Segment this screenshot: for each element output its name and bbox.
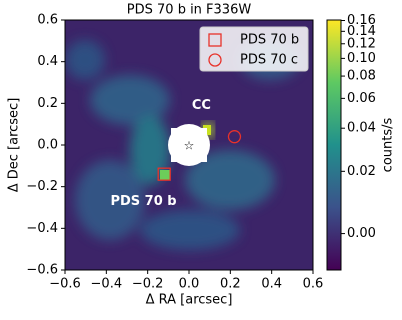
colorbar: [326, 19, 342, 271]
colorbar-tick-label: 0.00: [347, 226, 376, 241]
legend: [199, 26, 309, 72]
y-tick-label: −0.4: [26, 221, 58, 236]
y-tick-label: 0.4: [37, 54, 58, 69]
y-tick-label: 0.0: [37, 138, 58, 153]
x-axis-label: Δ RA [arcsec]: [146, 293, 233, 308]
legend-symbol: [208, 53, 222, 67]
legend-label: PDS 70 b: [240, 33, 299, 48]
y-tick-label: 0.2: [37, 96, 58, 111]
x-tick-label: 0.6: [303, 277, 324, 292]
legend-symbol: [208, 33, 222, 47]
colorbar-tick-label: 0.16: [347, 13, 376, 28]
colorbar-tick-label: 0.08: [347, 69, 376, 84]
colorbar-tick-label: 0.12: [347, 36, 376, 51]
colorbar-tick-label: 0.04: [347, 121, 376, 136]
colorbar-label: counts/s: [381, 117, 396, 172]
marker: [157, 167, 171, 181]
annotation: PDS 70 b: [110, 194, 176, 209]
y-tick-label: −0.6: [26, 263, 58, 278]
y-tick-label: 0.6: [37, 13, 58, 28]
star-marker: ☆: [184, 139, 195, 153]
marker: [227, 130, 242, 144]
annotation: CC: [192, 98, 211, 113]
y-axis-label: Δ Dec [arcsec]: [7, 98, 22, 193]
legend-label: PDS 70 c: [240, 53, 298, 68]
x-tick-label: −0.6: [49, 277, 81, 292]
colorbar-tick-label: 0.06: [347, 91, 376, 106]
x-tick-label: 0.4: [261, 277, 282, 292]
x-tick-label: −0.4: [91, 277, 123, 292]
x-tick-label: 0.2: [220, 277, 241, 292]
colorbar-tick-label: 0.02: [347, 164, 376, 179]
y-tick-label: −0.2: [26, 179, 58, 194]
colorbar-tick-label: 0.14: [347, 24, 376, 39]
x-tick-label: 0.0: [179, 277, 200, 292]
x-tick-label: −0.2: [132, 277, 164, 292]
chart-title: PDS 70 b in F336W: [127, 3, 252, 18]
colorbar-tick-label: 0.10: [347, 51, 376, 66]
